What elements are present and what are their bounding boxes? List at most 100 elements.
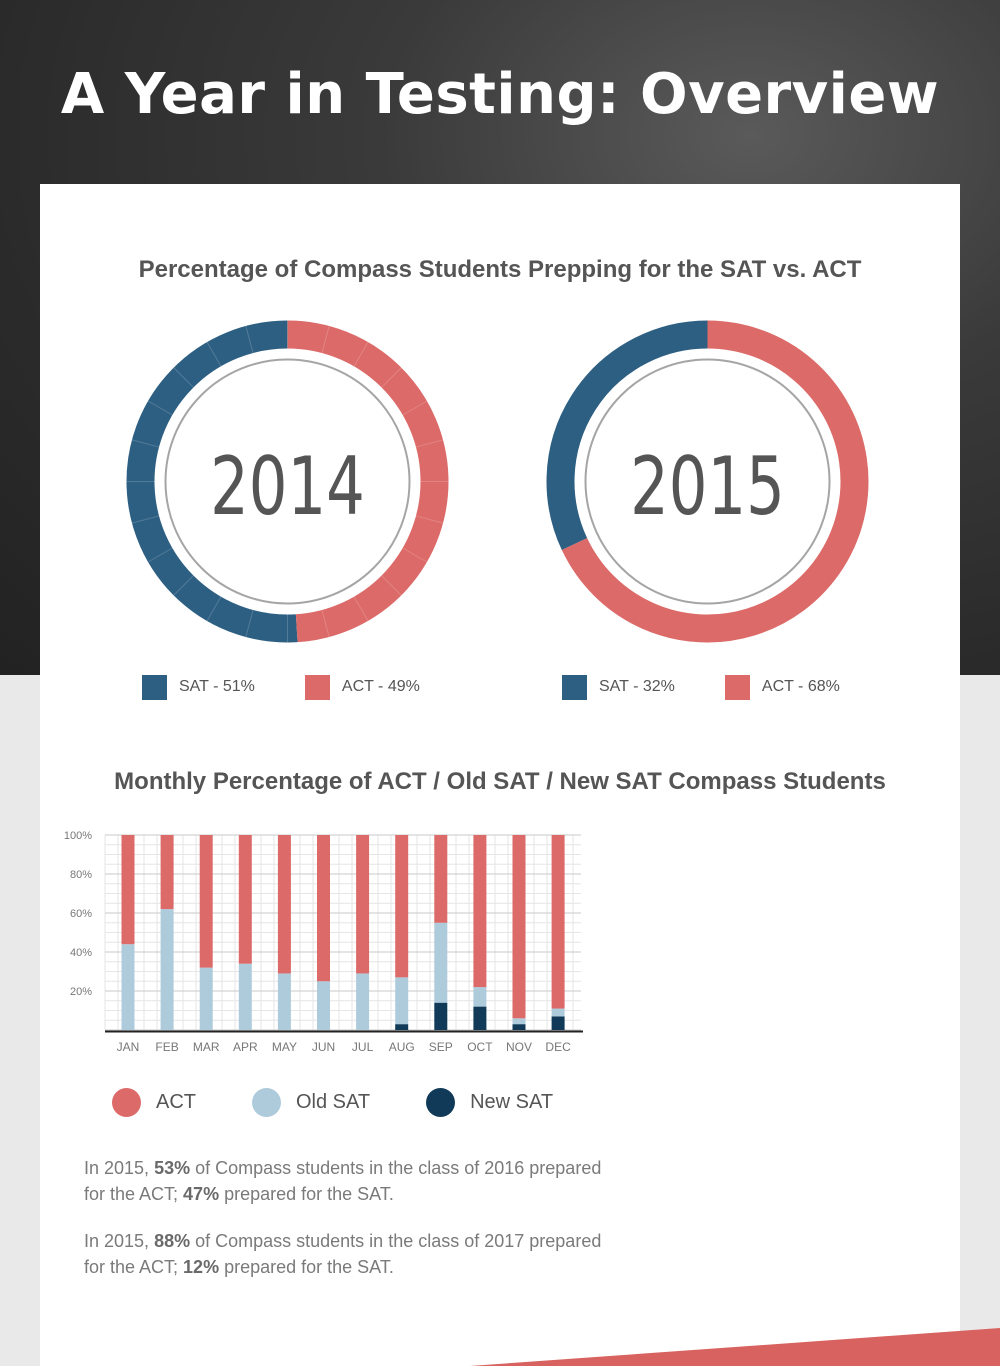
x-tick-label: AUG	[389, 1040, 415, 1054]
donut-segment-sat	[546, 320, 708, 551]
bar-segment-act	[238, 835, 252, 964]
bar-segment-old-sat	[551, 1008, 565, 1017]
x-tick-label: MAR	[193, 1040, 220, 1054]
bar-segment-act	[473, 835, 487, 988]
note-text: prepared for the SAT.	[219, 1184, 394, 1204]
note-text: of Compass students in the class of 2017…	[84, 1231, 602, 1277]
note-percent: 47%	[183, 1184, 220, 1204]
legend-item-act: ACT - 68%	[724, 674, 840, 700]
note-class-2016: In 2015, 53% of Compass students in the …	[84, 1155, 604, 1207]
donut-segment-act	[561, 320, 869, 643]
donut-legend-2014: SAT - 51% ACT - 49%	[142, 674, 420, 700]
x-tick-label: OCT	[467, 1040, 493, 1054]
act-swatch	[304, 674, 330, 700]
legend-item-act: ACT	[112, 1088, 196, 1117]
x-tick-label: APR	[233, 1040, 258, 1054]
donut-tick	[381, 367, 402, 388]
x-tick-label: FEB	[155, 1040, 178, 1054]
bar-segment-old-sat	[160, 909, 174, 1030]
bar-segment-act	[277, 835, 291, 974]
donut-tick	[353, 596, 369, 622]
y-tick-label: 40%	[70, 947, 92, 959]
donut-tick	[381, 575, 402, 596]
stacked-bar-chart: 20% 40% 60% 80% 100% JAN FEB MAR APR MAY JUN JUL AU…	[64, 830, 583, 1054]
note-text: In 2015,	[84, 1158, 155, 1178]
bar-segment-act	[551, 835, 565, 1009]
bar-segment-new-sat	[551, 1016, 565, 1030]
act-dot	[112, 1088, 141, 1117]
bar-segment-act	[434, 835, 448, 923]
bar-legend: ACT Old SAT New SAT	[112, 1088, 609, 1117]
y-tick-label: 20%	[70, 986, 92, 998]
bar-segment-old-sat	[199, 967, 213, 1030]
legend-label: ACT - 49%	[341, 678, 420, 695]
donut-tick	[147, 547, 173, 563]
donut-tick	[415, 515, 444, 524]
chart-grid	[104, 834, 581, 1031]
legend-label: ACT	[156, 1091, 196, 1113]
donut-tick	[173, 367, 194, 388]
x-tick-label: SEP	[429, 1040, 453, 1054]
donut-tick	[131, 515, 160, 524]
legend-item-new-sat: New SAT	[426, 1088, 553, 1117]
page-title: A Year in Testing: Overview	[60, 62, 940, 127]
donut-tick	[245, 609, 254, 638]
old-sat-dot	[252, 1088, 281, 1117]
bar-segment-old-sat	[512, 1018, 526, 1025]
x-tick-label: JUN	[312, 1040, 335, 1054]
donut-section-heading: Percentage of Compass Students Prepping …	[138, 256, 862, 283]
bar-segment-act	[512, 835, 526, 1019]
legend-item-old-sat: Old SAT	[252, 1088, 370, 1117]
bar-segment-old-sat	[121, 944, 135, 1030]
donut-tick	[131, 439, 160, 448]
x-tick-label: MAY	[272, 1040, 297, 1054]
bar-segment-old-sat	[434, 922, 448, 1003]
y-tick-label: 100%	[64, 830, 92, 842]
new-sat-dot	[426, 1088, 456, 1117]
donut-legend-2015: SAT - 32% ACT - 68%	[562, 674, 840, 700]
bar-segment-new-sat	[512, 1024, 526, 1030]
x-tick-label: NOV	[506, 1040, 532, 1054]
y-tick-label: 80%	[70, 869, 92, 881]
donut-tick	[206, 341, 222, 367]
legend-label: SAT - 32%	[599, 678, 675, 695]
bar-segment-act	[395, 835, 409, 978]
donut-tick	[415, 439, 444, 448]
note-text: of Compass students in the class of 2016…	[84, 1158, 602, 1204]
donut-inner-ring	[164, 358, 411, 605]
donut-tick	[402, 547, 428, 563]
donut-chart-2014: 2014	[120, 314, 455, 649]
bar-segment-old-sat	[317, 981, 330, 1030]
donut-tick	[353, 341, 369, 367]
donut-tick	[173, 575, 194, 596]
donut-tick	[147, 400, 173, 416]
bar-segment-new-sat	[434, 1002, 448, 1030]
content-card: Percentage of Compass Students Prepping …	[40, 184, 960, 1366]
note-text: prepared for the SAT.	[219, 1257, 394, 1277]
bar-section-heading: Monthly Percentage of ACT / Old SAT / Ne…	[114, 768, 886, 795]
note-percent: 53%	[154, 1158, 191, 1178]
donut-segment-sat	[126, 320, 298, 643]
bar-segment-new-sat	[473, 1006, 487, 1030]
bar-segment-act	[199, 835, 213, 968]
donut-tick	[321, 325, 330, 354]
bar-segment-act	[317, 835, 330, 982]
x-tick-label: JUL	[352, 1040, 374, 1054]
x-tick-label: JAN	[117, 1040, 140, 1054]
sat-swatch	[562, 674, 587, 700]
note-text: In 2015,	[84, 1231, 155, 1251]
legend-label: Old SAT	[296, 1091, 371, 1113]
donut-inner-ring	[584, 358, 831, 605]
act-swatch	[724, 674, 750, 700]
bar-segment-act	[121, 835, 135, 945]
legend-label: ACT - 68%	[761, 678, 840, 695]
note-class-2017: In 2015, 88% of Compass students in the …	[84, 1228, 604, 1280]
donut-tick	[206, 596, 222, 622]
sat-swatch	[142, 674, 167, 700]
donut-year-label: 2014	[210, 440, 365, 533]
donut-tick	[402, 400, 428, 416]
bar-segment-old-sat	[277, 973, 291, 1030]
y-tick-label: 60%	[70, 908, 92, 920]
bar-segment-old-sat	[395, 977, 409, 1025]
donut-tick	[321, 609, 330, 638]
